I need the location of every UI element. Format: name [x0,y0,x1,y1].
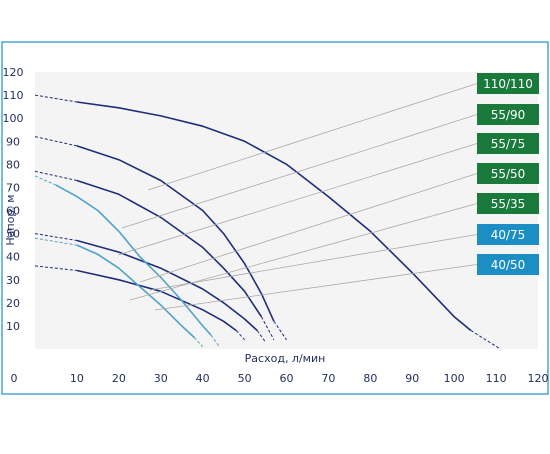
series-40-75-extrapolation-start [34,175,57,186]
leader-line-40-50 [154,264,478,311]
series-40-50-extrapolation-start [34,237,77,246]
series-40-50-extrapolation-end [193,337,204,348]
legend-box-40-75 [477,224,539,245]
y-tick-labels: 10 20 30 40 50 60 70 80 90 100 110 120 [3,66,24,333]
series-55-50-extrapolation-start [34,233,77,241]
legend-box-55-35 [477,193,539,214]
leader-line-110-110 [147,83,478,191]
legend-box-40-50 [477,254,539,275]
y-tick-label: 30 [6,274,20,287]
leader-layer [117,83,478,311]
y-tick-label: 50 [6,228,20,241]
x-tick-label: 0 [11,372,18,385]
series-55-75-extrapolation-end [260,316,275,341]
series-55-75-line [76,179,263,318]
y-tick-label: 120 [3,66,24,79]
series-55-50-line [76,239,258,332]
x-tick-label: 100 [444,372,465,385]
series-55-35-extrapolation-start [34,265,77,271]
series-55-75-extrapolation-start [34,170,78,181]
leader-line-55-90 [121,114,478,229]
series-layer [34,94,501,350]
x-tick-label: 20 [112,372,126,385]
legend-label-55-35: 55/35 [491,197,526,211]
x-tick-label: 30 [154,372,168,385]
legend-box-55-50 [477,163,539,184]
y-tick-label: 80 [6,158,20,171]
series-55-90-line [76,145,275,322]
x-tick-label: 110 [486,372,507,385]
x-tick-label: 70 [321,372,335,385]
legend-label-110-110: 110/110 [483,77,533,91]
x-tick-labels: 0 10 20 30 40 50 60 70 80 90 100 110 120 [11,372,549,385]
y-tick-label: 100 [3,112,24,125]
series-110-110-extrapolation-end [470,330,501,350]
y-tick-label: 90 [6,135,20,148]
legend-box-55-90 [477,104,539,125]
series-55-90-extrapolation-start [34,136,78,147]
series-110-110-line [76,101,472,332]
leader-line-55-50 [139,173,478,283]
series-40-75-extrapolation-end [210,334,220,347]
y-tick-label: 110 [3,89,24,102]
y-tick-label: 60 [6,205,20,218]
series-40-50-line [76,244,195,339]
x-tick-label: 120 [528,372,549,385]
x-tick-label: 10 [70,372,84,385]
y-tick-label: 70 [6,181,20,194]
x-axis-label: Расход, л/мин [245,352,326,365]
x-tick-label: 60 [280,372,294,385]
legend-label-40-50: 40/50 [491,258,526,272]
legend-label-55-90: 55/90 [491,108,526,122]
plot-area-background [35,72,538,349]
legend-label-55-75: 55/75 [491,137,526,151]
series-55-90-extrapolation-end [273,321,287,341]
x-tick-label: 90 [405,372,419,385]
leader-line-40-75 [149,234,478,291]
legend-box-110-110 [477,73,539,94]
y-tick-label: 20 [6,297,20,310]
x-tick-label: 50 [238,372,252,385]
series-55-35-extrapolation-end [235,330,245,341]
x-tick-label: 80 [363,372,377,385]
x-tick-label: 40 [196,372,210,385]
legend: 110/110 55/90 55/75 55/50 55/35 40/75 40/50 [477,73,539,275]
legend-label-55-50: 55/50 [491,167,526,181]
y-axis-label: Напор, м [4,194,17,245]
legend-box-55-75 [477,133,539,154]
legend-label-40-75: 40/75 [491,228,526,242]
series-110-110-extrapolation-start [34,94,77,103]
series-40-75-line [55,184,212,336]
y-tick-label: 10 [6,320,20,333]
y-tick-label: 40 [6,251,20,264]
leader-line-55-75 [117,143,478,256]
series-55-50-extrapolation-end [256,330,266,343]
